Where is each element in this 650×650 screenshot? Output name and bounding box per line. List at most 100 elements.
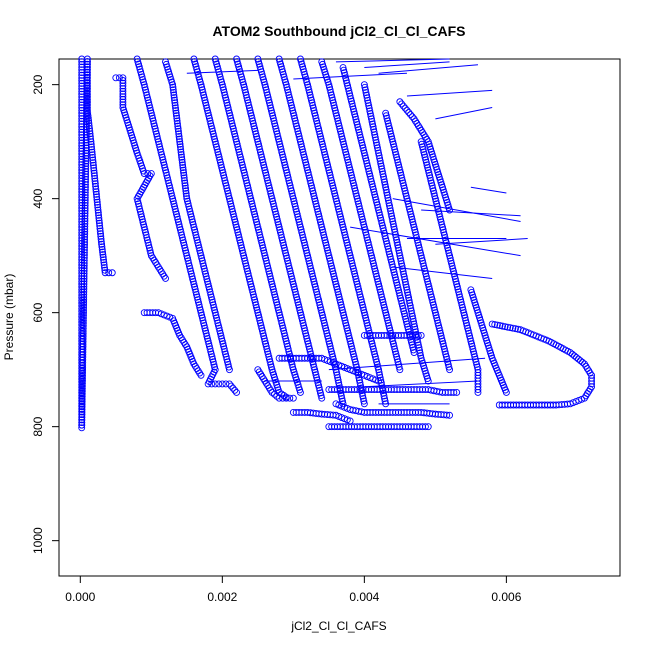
data-point [190, 280, 198, 288]
data-point [493, 321, 501, 329]
data-point [313, 376, 321, 384]
data-point [167, 190, 175, 197]
data-point [466, 332, 474, 340]
data-point [185, 262, 193, 270]
data-point [280, 244, 288, 252]
data-point [278, 236, 286, 244]
data-point [260, 335, 268, 343]
data-point [362, 314, 370, 322]
data-point [311, 109, 319, 117]
data-point [78, 382, 86, 390]
data-point [378, 381, 386, 389]
data-point [83, 101, 91, 109]
data-point [255, 311, 262, 319]
data-point [169, 195, 177, 203]
data-point [320, 231, 328, 239]
data-point [435, 208, 443, 216]
data-point [224, 190, 232, 197]
data-point [389, 266, 397, 274]
data-point [139, 218, 147, 226]
data-point [429, 298, 437, 306]
data-point [220, 345, 228, 353]
data-point [448, 262, 456, 270]
data-point [473, 361, 481, 368]
data-point [140, 81, 148, 89]
data-point [382, 109, 390, 117]
data-point [394, 241, 402, 249]
data-point [396, 252, 404, 260]
data-point [289, 192, 297, 200]
data-point [133, 195, 141, 203]
data-point [78, 166, 86, 174]
data-point [207, 350, 215, 358]
data-point [221, 348, 229, 355]
data-point [243, 94, 251, 102]
data-point [359, 395, 367, 403]
data-point [294, 127, 302, 135]
data-point [390, 223, 398, 231]
data-point [371, 353, 379, 361]
data-point [333, 368, 340, 376]
data-point [330, 358, 338, 366]
data-point [344, 156, 352, 164]
data-point [249, 291, 257, 298]
data-point [264, 350, 272, 358]
data-point [388, 133, 395, 140]
data-point [208, 296, 216, 304]
data-point [289, 394, 297, 402]
data-point [238, 158, 246, 166]
data-point [224, 358, 231, 366]
data-point [263, 345, 271, 353]
data-point [170, 91, 178, 99]
data-point [105, 269, 113, 277]
data-point [382, 235, 390, 243]
data-point [246, 278, 254, 286]
data-point [150, 120, 158, 127]
data-point [391, 273, 399, 281]
data-point [251, 127, 259, 135]
data-point [353, 121, 361, 129]
data-point [388, 258, 395, 266]
data-point [182, 190, 190, 197]
data-point [378, 168, 386, 175]
data-point [401, 275, 409, 283]
data-point [417, 249, 424, 257]
data-point [358, 215, 366, 223]
data-point [368, 118, 376, 125]
data-point [205, 342, 213, 350]
data-point [81, 207, 89, 215]
data-point [296, 309, 304, 317]
data-point [231, 215, 239, 223]
data-point [446, 254, 454, 262]
data-point [427, 177, 435, 184]
data-point [348, 259, 356, 267]
data-point [341, 71, 349, 79]
data-point [372, 139, 380, 146]
data-point [465, 329, 473, 337]
data-point [421, 267, 429, 275]
data-point [371, 133, 379, 141]
data-point [81, 191, 89, 199]
data-point [183, 252, 191, 260]
data-point [437, 215, 444, 223]
data-point [350, 182, 358, 190]
data-point [328, 94, 336, 102]
data-point [289, 278, 297, 286]
data-point [264, 91, 271, 99]
data-point [143, 236, 151, 244]
data-point [358, 301, 366, 309]
data-point [231, 218, 239, 226]
data-point [401, 104, 409, 112]
data-point [313, 291, 321, 298]
data-point [80, 277, 88, 285]
data-point [388, 135, 396, 143]
data-point [197, 371, 205, 379]
data-point [231, 130, 239, 138]
data-point [325, 166, 333, 174]
data-point [399, 305, 407, 312]
data-point [451, 272, 459, 280]
data-point [322, 324, 330, 332]
data-point [90, 167, 98, 175]
data-point [176, 143, 184, 151]
data-point [501, 323, 509, 331]
